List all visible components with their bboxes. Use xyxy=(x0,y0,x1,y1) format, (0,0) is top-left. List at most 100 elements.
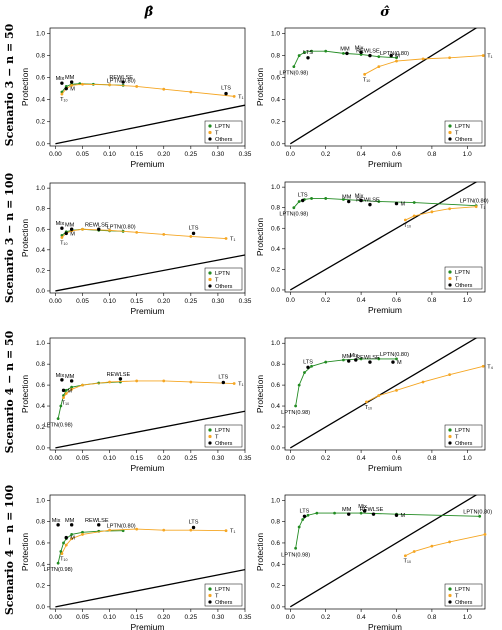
point-t xyxy=(81,82,84,86)
point-label: LPTN(0.80) xyxy=(460,199,489,205)
point-lptn xyxy=(297,525,301,529)
legend-marker-lptn xyxy=(448,270,452,274)
point-label: T₄ xyxy=(487,364,493,370)
x-tick-label: 0.0 xyxy=(286,297,295,304)
point-others xyxy=(191,525,196,530)
legend-marker-others xyxy=(448,137,452,141)
x-tick-label: 0.4 xyxy=(357,297,366,304)
legend-marker-lptn xyxy=(208,124,212,128)
point-label: REWLSE xyxy=(360,507,384,513)
y-tick-label: 0.8 xyxy=(271,361,280,368)
point-lptn xyxy=(359,511,363,515)
y-tick-label: 0.6 xyxy=(36,226,45,233)
point-t xyxy=(108,228,111,232)
legend-marker-others xyxy=(208,137,212,141)
y-tick-label: 0.4 xyxy=(271,246,280,253)
point-lptn xyxy=(56,561,60,565)
point-t xyxy=(481,54,485,57)
column-header-beta: β̂ xyxy=(144,5,154,20)
point-label: Mix xyxy=(56,76,65,82)
legend-marker-t xyxy=(208,434,212,439)
point-others xyxy=(69,80,74,84)
x-axis-label: Premium xyxy=(130,622,164,630)
point-t xyxy=(189,235,193,238)
point-label: MM xyxy=(65,222,75,228)
x-tick-label: 0.6 xyxy=(392,297,401,304)
point-others xyxy=(56,523,60,527)
x-tick-label: 0.00 xyxy=(49,298,62,305)
point-lptn xyxy=(60,234,64,237)
legend-text-lptn: LPTN xyxy=(215,428,230,434)
x-tick-label: 0.0 xyxy=(286,455,295,462)
y-tick-label: 0.8 xyxy=(36,519,45,526)
point-lptn xyxy=(342,198,345,201)
y-tick-label: 0.6 xyxy=(36,75,45,82)
point-others xyxy=(359,50,363,54)
legend-marker-others xyxy=(448,600,452,604)
point-label: LTS xyxy=(218,374,228,380)
legend-box xyxy=(444,424,483,448)
legend-text-lptn: LPTN xyxy=(455,587,470,593)
point-label: REWLSE xyxy=(356,49,380,55)
point-label: MM xyxy=(340,46,350,52)
point-lptn xyxy=(292,65,296,68)
point-label: REWLSE xyxy=(85,222,109,228)
point-t xyxy=(162,379,166,383)
diagonal-line xyxy=(55,410,245,449)
point-label: T₁₀ xyxy=(60,240,68,246)
y-tick-label: 1.0 xyxy=(271,497,280,504)
diagonal-line xyxy=(289,182,478,291)
point-lptn xyxy=(359,357,363,361)
point-label: Mix xyxy=(355,45,364,51)
point-label: T₁ xyxy=(238,94,243,100)
point-label: T₁ xyxy=(230,237,235,243)
point-others xyxy=(69,523,74,527)
y-tick-label: 0.4 xyxy=(36,97,45,104)
legend-box xyxy=(204,424,243,448)
point-label: T₁ xyxy=(487,54,492,60)
point-lptn xyxy=(297,383,301,387)
x-tick-label: 0.4 xyxy=(357,151,366,158)
point-label: MM xyxy=(65,75,75,81)
point-others xyxy=(345,51,349,56)
point-t xyxy=(224,529,228,533)
point-label: Mix xyxy=(358,504,367,510)
point-others xyxy=(394,201,399,206)
point-t xyxy=(363,72,367,76)
point-label: LTS xyxy=(298,193,308,199)
point-label: LTS xyxy=(221,86,231,92)
point-label: LPTN(0.80) xyxy=(107,524,136,530)
point-t xyxy=(430,210,434,214)
legend-text-others: Others xyxy=(455,283,472,289)
point-others xyxy=(69,379,74,383)
point-t xyxy=(189,90,193,94)
y-tick-label: 0.4 xyxy=(36,247,45,254)
point-label: T₁ xyxy=(480,205,485,211)
legend-marker-lptn xyxy=(448,428,452,432)
legend-marker-t xyxy=(448,434,452,439)
point-others xyxy=(306,56,310,60)
point-label: T₁ xyxy=(238,382,243,388)
y-tick-label: 0.0 xyxy=(36,445,45,452)
point-label: M xyxy=(395,54,400,60)
legend-marker-lptn xyxy=(208,271,212,275)
y-tick-label: 0.8 xyxy=(36,53,45,60)
x-axis-label: Premium xyxy=(130,306,164,316)
point-label: LTS xyxy=(189,225,199,231)
point-label: M xyxy=(68,388,73,394)
series-line-t xyxy=(366,365,484,403)
x-tick-label: 0.2 xyxy=(321,614,330,621)
x-tick-label: 0.00 xyxy=(49,151,62,158)
legend-text-t: T xyxy=(455,435,459,441)
point-lptn xyxy=(333,511,336,515)
point-others xyxy=(368,360,372,364)
legend-text-t: T xyxy=(455,277,459,283)
point-t xyxy=(81,383,84,387)
y-tick-label: 0.6 xyxy=(271,382,280,389)
point-others xyxy=(347,199,351,204)
point-lptn xyxy=(377,200,381,203)
legend-marker-lptn xyxy=(208,587,212,591)
legend-text-lptn: LPTN xyxy=(455,124,470,130)
point-t xyxy=(412,550,416,553)
point-lptn xyxy=(342,358,345,362)
